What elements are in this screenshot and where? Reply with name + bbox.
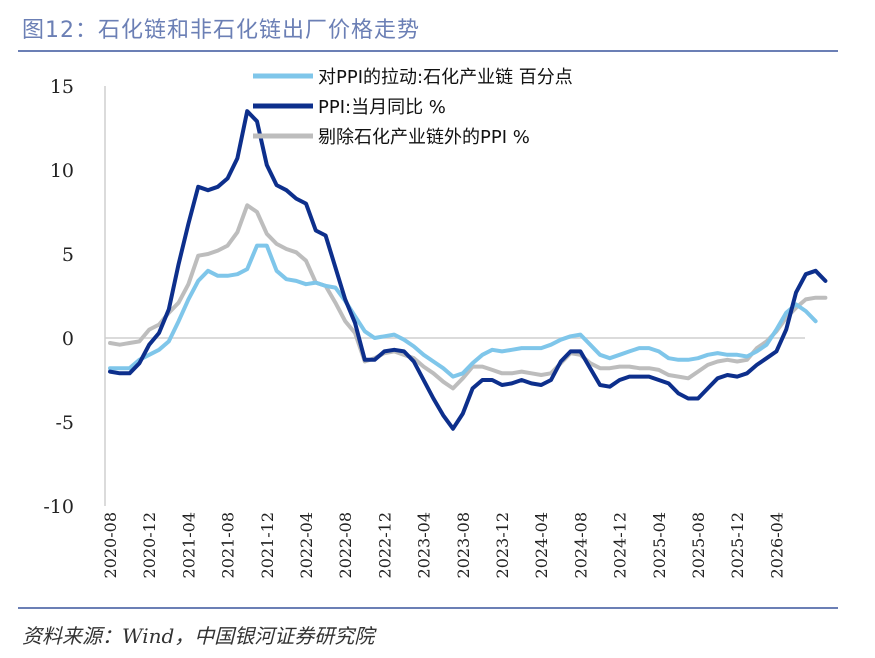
x-tick-label: 2020-08 — [101, 512, 120, 578]
y-tick-label: 5 — [62, 244, 74, 266]
y-axis-ticks: 15 10 5 0 -5 -10 — [43, 76, 74, 518]
top-rule — [18, 50, 838, 52]
x-tick-label: 2022-08 — [336, 512, 355, 578]
source-note: 资料来源：Wind，中国银河证券研究院 — [22, 624, 375, 648]
x-tick-label: 2025-12 — [728, 512, 747, 578]
y-tick-label: -5 — [55, 412, 74, 434]
bottom-rule — [18, 607, 838, 609]
legend: 对PPI的拉动:石化产业链 百分点 PPI:当月同比 % 剔除石化产业链外的PPI … — [253, 67, 573, 148]
series-line-2 — [108, 109, 828, 431]
x-tick-label: 2021-08 — [219, 512, 238, 578]
x-tick-label: 2025-04 — [650, 512, 669, 578]
x-tick-label: 2026-04 — [767, 512, 786, 578]
x-tick-label: 2023-04 — [415, 512, 434, 578]
chart-axes — [104, 86, 805, 506]
series-lines — [108, 109, 828, 431]
legend-label-3: 剔除石化产业链外的PPI % — [318, 127, 530, 148]
x-tick-label: 2023-12 — [493, 512, 512, 578]
x-axis-ticks: 2020-08 2020-12 2021-04 2021-08 2021-12 2022-… — [101, 512, 786, 578]
series-line-3 — [108, 203, 828, 391]
y-tick-label: 0 — [62, 328, 74, 350]
y-tick-label: -10 — [43, 496, 74, 518]
x-tick-label: 2024-12 — [611, 512, 630, 578]
x-tick-label: 2022-12 — [375, 512, 394, 578]
x-tick-label: 2020-12 — [140, 512, 159, 578]
series-line-1 — [108, 243, 818, 379]
x-tick-label: 2025-08 — [689, 512, 708, 578]
y-tick-label: 10 — [50, 160, 74, 182]
figure-title: 图12：石化链和非石化链出厂价格走势 — [22, 18, 420, 43]
x-tick-label: 2021-12 — [258, 512, 277, 578]
x-tick-label: 2024-04 — [532, 512, 551, 578]
legend-label-2: PPI:当月同比 % — [318, 97, 446, 118]
x-tick-label: 2022-04 — [297, 512, 316, 578]
x-tick-label: 2024-08 — [571, 512, 590, 578]
y-tick-label: 15 — [50, 76, 74, 98]
legend-label-1: 对PPI的拉动:石化产业链 百分点 — [318, 67, 573, 88]
x-tick-label: 2021-04 — [179, 512, 198, 578]
x-tick-label: 2023-08 — [454, 512, 473, 578]
